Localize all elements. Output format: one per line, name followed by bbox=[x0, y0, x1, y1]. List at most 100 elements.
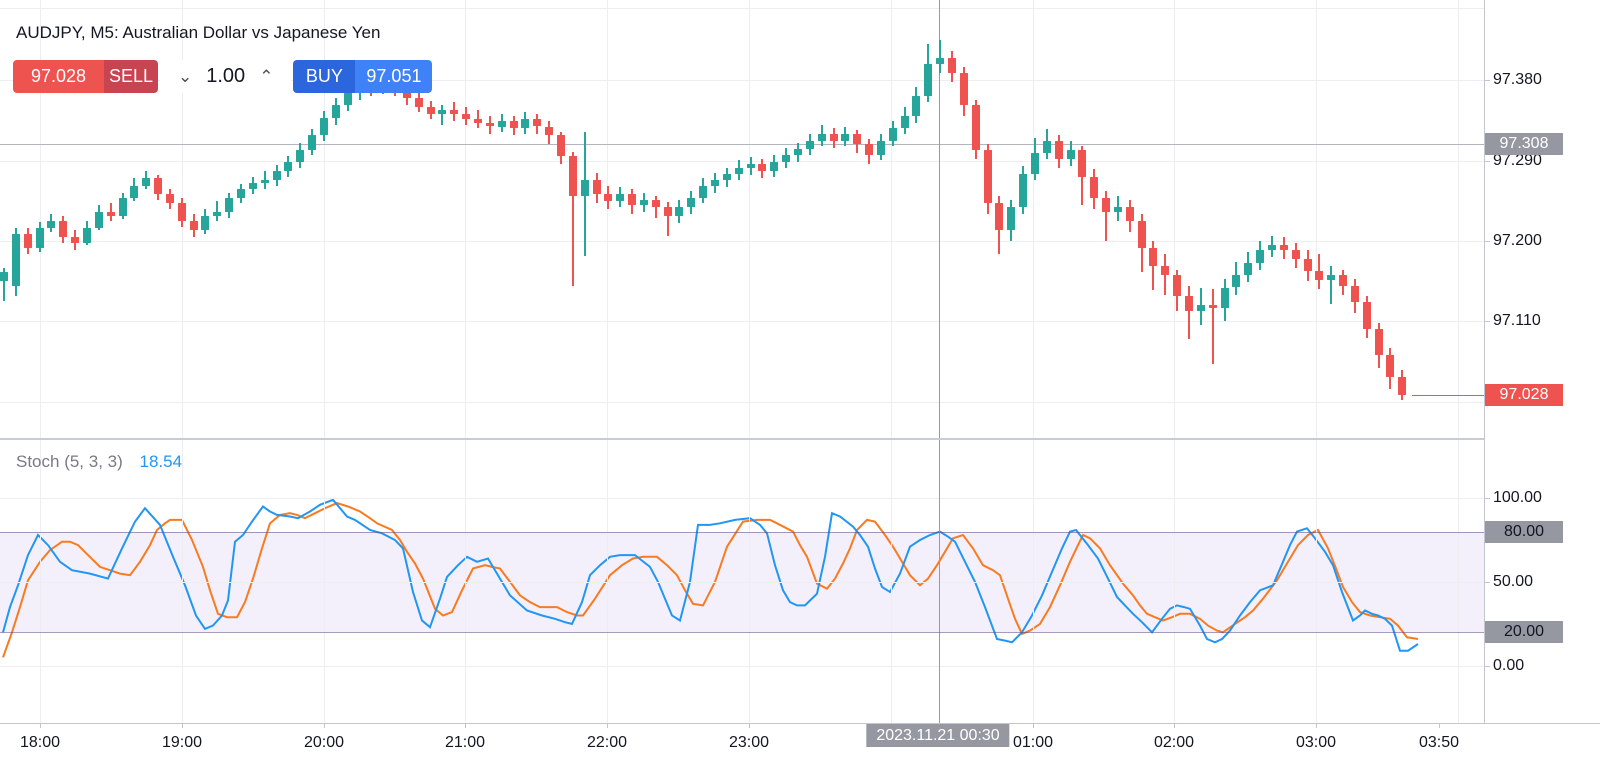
time-gridline bbox=[749, 438, 750, 723]
candle bbox=[912, 96, 921, 116]
candle bbox=[47, 221, 56, 229]
candle bbox=[71, 236, 80, 243]
stoch-axis-label: 0.00 bbox=[1493, 657, 1525, 674]
candle bbox=[213, 212, 222, 216]
candle bbox=[189, 221, 198, 231]
candle bbox=[734, 167, 743, 174]
last-close-price-line bbox=[0, 144, 1484, 145]
candle bbox=[817, 133, 826, 141]
candle bbox=[1030, 153, 1039, 174]
time-axis-label: 03:50 bbox=[1418, 734, 1460, 751]
band-upper-edge bbox=[0, 531, 1484, 533]
candle bbox=[474, 119, 482, 123]
stoch-level-label: 20.00 bbox=[1485, 621, 1563, 643]
price-axis[interactable]: 97.38097.29097.20097.11097.020100.0080.0… bbox=[1484, 0, 1600, 723]
candle-wick bbox=[654, 196, 657, 218]
stoch-gridline bbox=[0, 582, 1484, 583]
candle bbox=[533, 119, 542, 127]
time-axis-label: 23:00 bbox=[728, 734, 770, 751]
candle bbox=[1149, 248, 1158, 267]
time-axis[interactable]: 2023.11.21 00:30 18:00 19:00 20:00 21:00 22:… bbox=[0, 723, 1600, 767]
candle bbox=[1173, 274, 1182, 297]
candle bbox=[1042, 140, 1051, 154]
time-gridline bbox=[891, 0, 892, 438]
candle bbox=[924, 63, 933, 97]
time-axis-tick bbox=[1033, 723, 1034, 728]
time-gridline bbox=[1316, 438, 1317, 723]
candle bbox=[580, 180, 589, 197]
candle bbox=[1279, 244, 1288, 250]
time-gridline bbox=[40, 0, 41, 438]
candle bbox=[82, 227, 91, 243]
stochastic-lines bbox=[2, 498, 1419, 658]
price-axis-label: 97.200 bbox=[1493, 232, 1542, 249]
stoch-d-line bbox=[2, 502, 1419, 658]
time-gridline bbox=[749, 0, 750, 438]
sell-button[interactable]: SELL bbox=[104, 60, 158, 93]
candle bbox=[1054, 140, 1063, 159]
buy-button[interactable]: BUY bbox=[293, 60, 356, 93]
indicator-name[interactable]: Stoch (5, 3, 3) bbox=[16, 452, 123, 471]
time-axis-label: 01:00 bbox=[1012, 734, 1054, 751]
candle bbox=[1291, 249, 1300, 259]
time-axis-tick bbox=[1316, 723, 1317, 728]
time-gridline bbox=[1174, 0, 1175, 438]
indicator-legend[interactable]: Stoch (5, 3, 3) 18.54 bbox=[16, 452, 182, 472]
candle bbox=[118, 198, 127, 216]
candle bbox=[426, 106, 435, 114]
time-axis-tick bbox=[607, 723, 608, 728]
price-gridline bbox=[0, 8, 1484, 9]
time-axis-border bbox=[0, 723, 1600, 724]
stochastic-pane[interactable]: Stoch (5, 3, 3) 18.54 bbox=[0, 438, 1484, 723]
quantity-value[interactable]: 1.00 bbox=[206, 65, 246, 87]
quantity-increase-chevron-up-icon[interactable]: ⌃ bbox=[259, 67, 274, 86]
candle bbox=[1196, 305, 1205, 311]
time-gridline bbox=[1458, 0, 1459, 438]
time-gridline bbox=[465, 0, 466, 438]
candle bbox=[23, 233, 32, 249]
sell-price-label[interactable]: 97.028 bbox=[13, 60, 104, 93]
crosshair-date-label: 2023.11.21 00:30 bbox=[866, 724, 1010, 747]
candle bbox=[782, 155, 791, 163]
time-axis-tick bbox=[40, 723, 41, 728]
candle bbox=[1090, 176, 1099, 199]
candle bbox=[639, 199, 648, 206]
crosshair-vertical-line bbox=[939, 438, 940, 723]
candle bbox=[177, 202, 186, 222]
candle bbox=[959, 72, 968, 106]
candle bbox=[900, 115, 909, 129]
candle bbox=[888, 128, 897, 141]
candle-wick bbox=[1211, 289, 1214, 365]
time-axis-tick bbox=[749, 723, 750, 728]
candle bbox=[1208, 305, 1217, 309]
stoch-gridline bbox=[0, 666, 1484, 667]
candle bbox=[438, 110, 447, 114]
candle bbox=[1113, 207, 1122, 213]
indicator-value: 18.54 bbox=[139, 452, 183, 471]
main-price-pane[interactable] bbox=[0, 0, 1484, 438]
pane-separator[interactable] bbox=[0, 438, 1600, 440]
candle bbox=[11, 233, 20, 286]
candle bbox=[699, 185, 708, 199]
candle-wick bbox=[1318, 253, 1321, 290]
symbol-title[interactable]: AUDJPY, M5: Australian Dollar vs Japanes… bbox=[16, 23, 381, 42]
buy-price-label[interactable]: 97.051 bbox=[355, 60, 433, 93]
time-gridline bbox=[1458, 438, 1459, 723]
candle bbox=[165, 194, 174, 203]
price-axis-tick bbox=[1484, 321, 1490, 322]
candle bbox=[1374, 328, 1383, 356]
last-close-price-label: 97.308 bbox=[1485, 133, 1563, 155]
candle bbox=[971, 105, 980, 150]
candle bbox=[1066, 149, 1075, 159]
candle bbox=[687, 198, 696, 207]
price-gridline bbox=[0, 161, 1484, 162]
candle bbox=[1161, 266, 1170, 275]
candle bbox=[201, 215, 210, 231]
quantity-decrease-chevron-down-icon[interactable]: ⌄ bbox=[178, 67, 193, 86]
candle bbox=[1007, 207, 1016, 231]
time-gridline bbox=[891, 438, 892, 723]
candle bbox=[319, 117, 328, 136]
candle bbox=[130, 185, 139, 199]
candle bbox=[521, 119, 530, 129]
candle bbox=[853, 133, 862, 145]
